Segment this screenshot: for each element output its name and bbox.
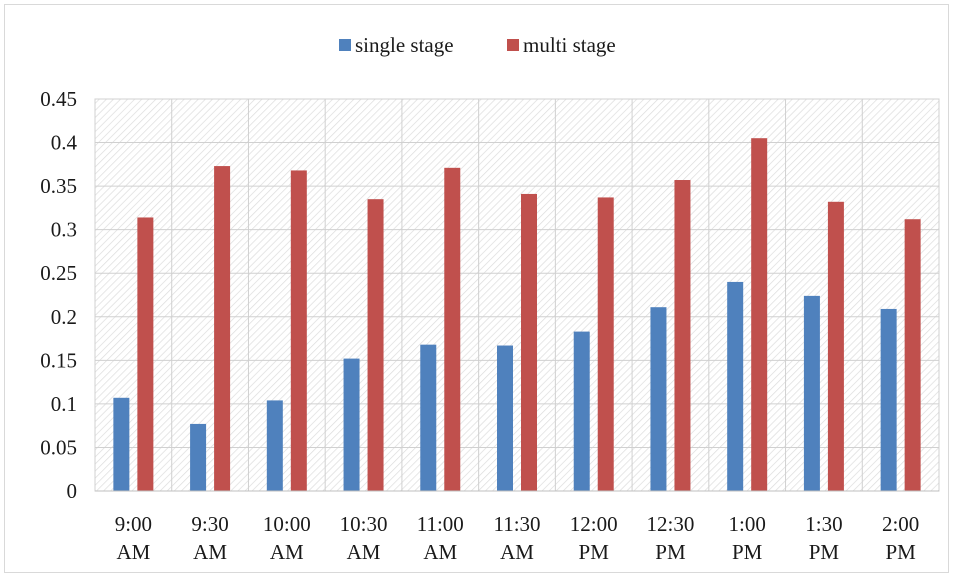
x-tick-label: 12:00 PM <box>570 512 618 564</box>
bar-single-stage-8 <box>727 281 744 491</box>
y-tick-label: 0.05 <box>40 435 77 459</box>
bar-single-stage-5 <box>497 345 513 491</box>
legend-swatch-single-stage <box>339 39 351 51</box>
x-tick-label: 11:00 AM <box>417 512 464 564</box>
bar-multi-stage-3 <box>367 199 384 491</box>
bar-multi-stage-9 <box>827 201 844 491</box>
bar-multi-stage-2 <box>290 170 307 492</box>
bar-multi-stage-6 <box>597 197 614 492</box>
x-tick-label: 9:00 AM <box>115 512 152 564</box>
y-tick-label: 0.4 <box>51 131 78 155</box>
bar-single-stage-9 <box>803 295 820 491</box>
y-tick-label: 0.45 <box>40 87 77 111</box>
bar-multi-stage-1 <box>214 166 231 491</box>
y-axis-ticks: 0 0.05 0.1 0.15 0.2 0.25 0.3 0.35 0.4 0.45 <box>40 87 77 503</box>
bar-single-stage-0 <box>113 397 130 491</box>
bar-single-stage-7 <box>650 307 667 491</box>
bar-multi-stage-4 <box>444 167 461 491</box>
bars <box>113 138 921 492</box>
bar-single-stage-3 <box>343 358 360 491</box>
bar-multi-stage-7 <box>674 180 691 491</box>
grid-lines <box>95 98 939 491</box>
x-tick-label: 2:00 PM <box>882 512 919 564</box>
y-tick-label: 0 <box>67 479 78 503</box>
y-tick-label: 0.25 <box>40 261 77 285</box>
y-tick-label: 0.2 <box>51 305 77 329</box>
bar-single-stage-6 <box>573 331 590 491</box>
bar-single-stage-1 <box>190 423 207 491</box>
bar-multi-stage-10 <box>904 219 921 492</box>
x-tick-label: 11:30 AM <box>493 512 540 564</box>
legend-label-multi-stage: multi stage <box>523 33 616 57</box>
y-tick-label: 0.15 <box>40 348 77 372</box>
bar-single-stage-2 <box>266 400 283 491</box>
legend-label-single-stage: single stage <box>355 33 454 57</box>
bar-multi-stage-8 <box>751 138 768 491</box>
x-tick-label: 12:30 PM <box>647 512 695 564</box>
x-tick-label: 1:30 PM <box>805 512 842 564</box>
x-tick-label: 1:00 PM <box>729 512 766 564</box>
y-tick-label: 0.3 <box>51 218 77 242</box>
x-tick-label: 10:30 AM <box>340 512 388 564</box>
legend-swatch-multi-stage <box>507 39 519 51</box>
plot-area <box>94 98 940 492</box>
bar-multi-stage-0 <box>137 217 154 491</box>
x-axis-ticks: 9:00 AM 9:30 AM 10:00 AM 10:30 AM 11:00 AM 11:30 AM… <box>115 512 920 564</box>
legend: single stage multi stage <box>339 33 616 57</box>
y-tick-label: 0.1 <box>51 392 77 416</box>
x-tick-label: 9:30 AM <box>191 512 228 564</box>
bar-single-stage-10 <box>880 308 897 491</box>
y-tick-label: 0.35 <box>40 174 77 198</box>
x-tick-label: 10:00 AM <box>263 512 311 564</box>
bar-single-stage-4 <box>420 344 437 491</box>
bar-multi-stage-5 <box>521 193 537 491</box>
